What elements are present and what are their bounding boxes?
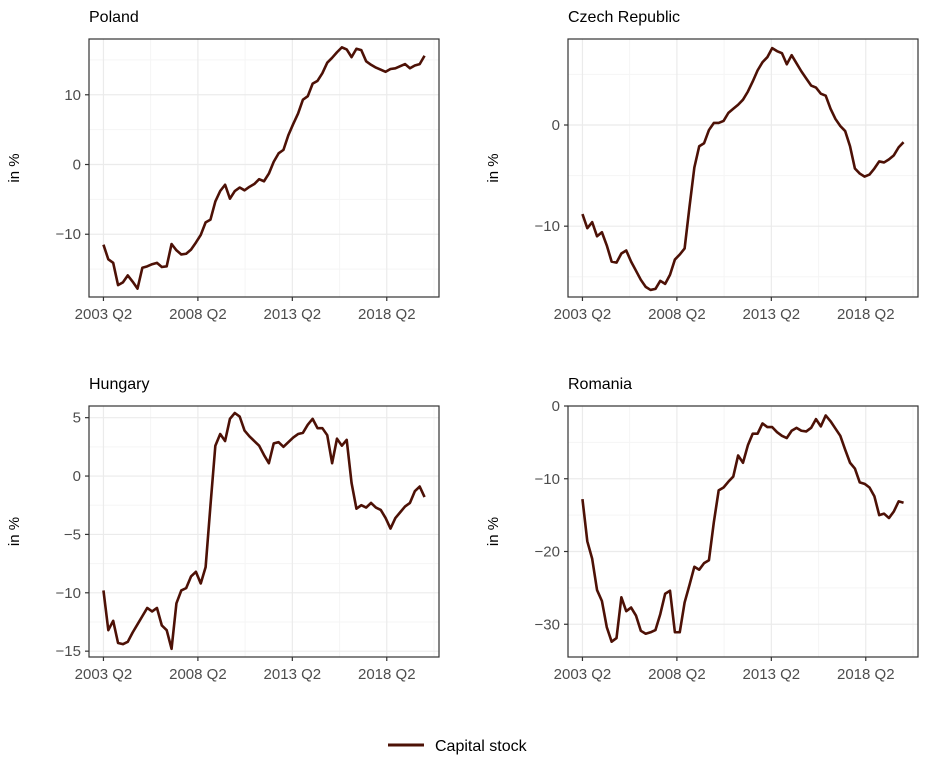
y-axis-title: in % <box>6 153 23 182</box>
panels-layer: −10 0 10 2003 Q2 2008 Q2 2013 Q2 2018 Q2 Poland… <box>6 9 919 683</box>
chart-panel-0: −10 0 10 2003 Q2 2008 Q2 2013 Q2 2018 Q2 Poland… <box>6 9 440 323</box>
x-tick-label: 2013 Q2 <box>264 306 322 323</box>
x-tick-label: 2008 Q2 <box>169 666 227 683</box>
x-tick-label: 2013 Q2 <box>264 666 322 683</box>
x-tick-label: 2018 Q2 <box>358 306 416 323</box>
x-tick-label: 2013 Q2 <box>743 666 801 683</box>
x-tick-label: 2003 Q2 <box>75 306 133 323</box>
x-tick-label: 2003 Q2 <box>75 666 133 683</box>
y-tick-label: 5 <box>73 410 81 427</box>
panel-border <box>88 38 440 298</box>
y-axis-title: in % <box>485 517 502 546</box>
panel-border <box>567 38 919 298</box>
panel-title: Hungary <box>89 376 149 393</box>
chart-panel-3: −30 −20 −10 0 2003 Q2 2008 Q2 2013 Q2 2018 Q2 Ro… <box>485 376 919 683</box>
x-tick-label: 2018 Q2 <box>837 666 895 683</box>
y-tick-label: 0 <box>73 157 81 174</box>
x-tick-label: 2008 Q2 <box>169 306 227 323</box>
y-tick-label: −10 <box>56 226 81 243</box>
panel-title: Czech Republic <box>568 9 680 26</box>
x-tick-label: 2008 Q2 <box>648 666 706 683</box>
y-axis-title: in % <box>485 153 502 182</box>
series-line-capital-stock <box>102 411 426 651</box>
panel-title: Romania <box>568 376 632 393</box>
panel-title: Poland <box>89 9 139 26</box>
y-tick-label: −15 <box>56 643 81 660</box>
series-line-capital-stock <box>581 46 905 292</box>
x-tick-label: 2003 Q2 <box>554 666 612 683</box>
y-tick-label: 0 <box>552 398 560 415</box>
x-tick-label: 2018 Q2 <box>837 306 895 323</box>
panel-border <box>567 405 919 658</box>
y-tick-label: −10 <box>535 471 560 488</box>
chart-panel-2: −15 −10 −5 0 5 2003 Q2 2008 Q2 2013 Q2 2018 Q2 Hu… <box>6 376 440 683</box>
legend-label: Capital stock <box>435 738 528 755</box>
y-axis-title: in % <box>6 517 23 546</box>
x-tick-label: 2013 Q2 <box>743 306 801 323</box>
series-line-capital-stock <box>581 414 904 644</box>
y-tick-label: −5 <box>64 526 81 543</box>
y-tick-label: −30 <box>535 616 560 633</box>
legend: Capital stock <box>388 738 528 755</box>
panel-border <box>88 405 440 658</box>
y-tick-label: −10 <box>56 585 81 602</box>
y-tick-label: −10 <box>535 218 560 235</box>
x-tick-label: 2018 Q2 <box>358 666 416 683</box>
x-tick-label: 2008 Q2 <box>648 306 706 323</box>
y-tick-label: 10 <box>64 87 81 104</box>
series-line-capital-stock <box>102 46 426 290</box>
y-tick-label: 0 <box>552 117 560 134</box>
y-tick-label: −20 <box>535 544 560 561</box>
y-tick-label: 0 <box>73 468 81 485</box>
chart-panel-1: −10 0 2003 Q2 2008 Q2 2013 Q2 2018 Q2 Czech Re… <box>485 9 919 323</box>
x-tick-label: 2003 Q2 <box>554 306 612 323</box>
